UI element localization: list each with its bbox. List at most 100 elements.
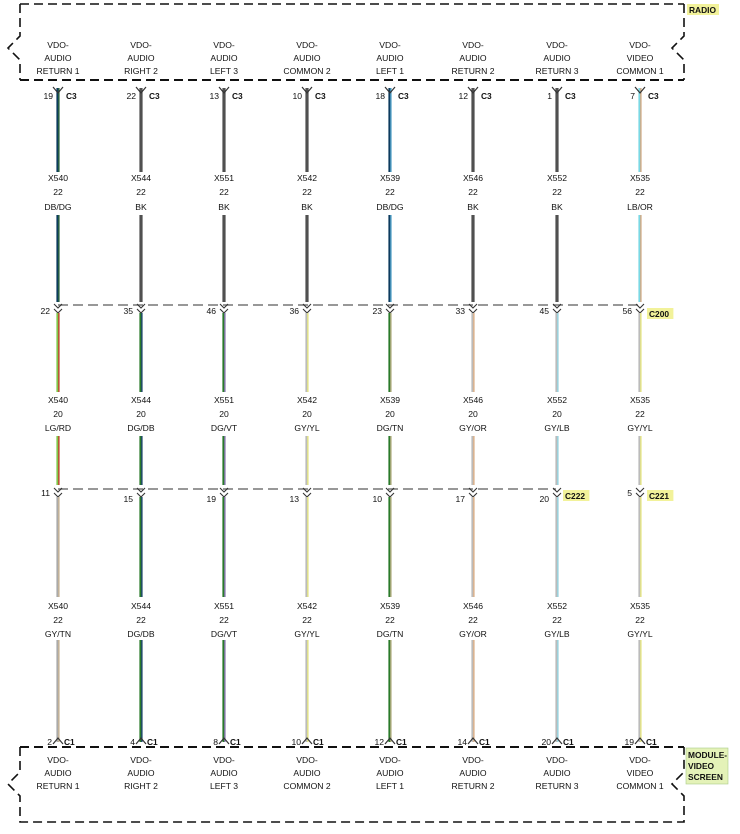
module-pin-label-8-1: VDO- [629, 755, 651, 765]
radio-pin-label-4-1: VDO- [296, 40, 318, 50]
wire-4-seg3-circuit: X542 [297, 601, 317, 611]
wire-8-c200-pin: 56 [622, 306, 632, 316]
wire-3-seg3-gauge: 22 [219, 615, 229, 625]
wire-5-c200-pin: 23 [372, 306, 382, 316]
module-tag-line-3: SCREEN [688, 772, 723, 782]
wire-6-bottom-terminal [467, 737, 479, 745]
module-tag-line-1: MODULE- [688, 750, 727, 760]
wire-2-seg1-gauge: 22 [136, 187, 146, 197]
wire-4-seg3-gauge: 22 [302, 615, 312, 625]
wire-1-seg1-gauge: 22 [53, 187, 63, 197]
radio-pin-label-4-2: AUDIO [293, 53, 321, 63]
radio-pin-label-8-1: VDO- [629, 40, 651, 50]
wire-4-seg2-gauge: 20 [302, 409, 312, 419]
module-pin-label-1-3: RETURN 1 [37, 781, 80, 791]
module-pin-label-5-1: VDO- [379, 755, 401, 765]
wire-7-c200-pin: 45 [539, 306, 549, 316]
wire-3-bottom-terminal [218, 737, 230, 745]
wire-6-top-terminal [467, 86, 479, 94]
wire-4-bottom-connector: C1 [313, 737, 324, 747]
wire-5-seg3-circuit: X539 [380, 601, 400, 611]
wire-7-seg1-color: BK [551, 202, 563, 212]
radio-pin-label-3-2: AUDIO [210, 53, 238, 63]
wire-6-seg1-circuit: X546 [463, 173, 483, 183]
wire-6-seg2-gauge: 20 [468, 409, 478, 419]
wire-1-bottom-connector: C1 [64, 737, 75, 747]
module-tag-bg [685, 747, 729, 785]
module-pin-label-8-3: COMMON 1 [616, 781, 663, 791]
wire-6-seg2-color: GY/OR [459, 423, 487, 433]
wire-5-seg2-circuit: X539 [380, 395, 400, 405]
wire-4-seg1-circuit: X542 [297, 173, 317, 183]
wire-1-seg3-gauge: 22 [53, 615, 63, 625]
wire-4-c200-pin: 36 [289, 306, 299, 316]
wire-3-bottom-connector: C1 [230, 737, 241, 747]
radio-tag-bg [687, 4, 719, 15]
radio-pin-label-5-2: AUDIO [376, 53, 404, 63]
wire-6-seg3-circuit: X546 [463, 601, 483, 611]
radio-pin-label-2-1: VDO- [130, 40, 152, 50]
wire-7-seg1-gauge: 22 [552, 187, 562, 197]
wire-7-bottom-pin: 20 [541, 737, 551, 747]
radio-pin-label-6-3: RETURN 2 [452, 66, 495, 76]
wire-4-seg2-color: GY/YL [294, 423, 320, 433]
wire-3-c222-pin: 19 [206, 494, 216, 504]
radio-pin-label-1-1: VDO- [47, 40, 69, 50]
module-pin-label-4-2: AUDIO [293, 768, 321, 778]
wire-7-seg3-color: GY/LB [544, 629, 570, 639]
wire-1-c222-pin: 11 [41, 488, 50, 498]
wire-8-seg2-circuit: X535 [630, 395, 650, 405]
module-pin-label-6-1: VDO- [462, 755, 484, 765]
radio-pin-label-7-1: VDO- [546, 40, 568, 50]
wire-2-bottom-connector: C1 [147, 737, 158, 747]
wire-6-c222-terminal [468, 487, 478, 498]
module-pin-label-5-2: AUDIO [376, 768, 404, 778]
radio-pin-label-2-2: AUDIO [127, 53, 155, 63]
module-pin-label-1-2: AUDIO [44, 768, 72, 778]
wire-5-bottom-connector: C1 [396, 737, 407, 747]
module-pin-label-6-3: RETURN 2 [452, 781, 495, 791]
wire-6-bottom-connector: C1 [479, 737, 490, 747]
wire-5-top-pin: 18 [375, 91, 385, 101]
wire-1-top-terminal [52, 86, 64, 94]
wire-5-seg2-gauge: 20 [385, 409, 395, 419]
wire-4-bottom-terminal [301, 737, 313, 745]
wire-1-seg1-color: DB/DG [44, 202, 72, 212]
module-pin-label-5-3: LEFT 1 [376, 781, 404, 791]
wire-3-top-pin: 13 [209, 91, 219, 101]
module-pin-label-2-3: RIGHT 2 [124, 781, 158, 791]
wire-8-seg2-color: GY/YL [627, 423, 653, 433]
wire-7-c222-terminal [552, 487, 562, 498]
wire-1-seg2-circuit: X540 [48, 395, 68, 405]
wire-2-seg3-gauge: 22 [136, 615, 146, 625]
radio-pin-label-7-3: RETURN 3 [536, 66, 579, 76]
wire-4-seg2-circuit: X542 [297, 395, 317, 405]
wire-8-c221-terminal [635, 487, 645, 498]
radio-pin-label-5-1: VDO- [379, 40, 401, 50]
wire-8-bottom-connector: C1 [646, 737, 657, 747]
module-component: MODULE- VIDEO SCREEN [6, 746, 729, 823]
wire-1-seg1-circuit: X540 [48, 173, 68, 183]
radio-pin-label-6-2: AUDIO [459, 53, 487, 63]
wire-8-seg1-color: LB/OR [627, 202, 653, 212]
wire-7-seg3-gauge: 22 [552, 615, 562, 625]
wire-2-seg3-color: DG/DB [127, 629, 154, 639]
wire-2-c222-pin: 15 [123, 494, 133, 504]
wire-1-top-pin: 19 [43, 91, 53, 101]
wire-3-seg2-color: DG/VT [211, 423, 238, 433]
wire-4-top-connector: C3 [315, 91, 326, 101]
wire-1-seg2-color: LG/RD [45, 423, 71, 433]
wire-2-top-terminal [135, 86, 147, 94]
radio-outline [6, 3, 685, 80]
wire-4-top-pin: 10 [292, 91, 302, 101]
wire-1-seg3-circuit: X540 [48, 601, 68, 611]
wire-6-bottom-pin: 14 [457, 737, 467, 747]
wire-8-seg2-gauge: 22 [635, 409, 645, 419]
module-pin-label-7-3: RETURN 3 [536, 781, 579, 791]
wire-3-c200-pin: 46 [206, 306, 216, 316]
wire-4-top-terminal [301, 86, 313, 94]
wire-5-seg3-color: DG/TN [377, 629, 404, 639]
wire-7-bottom-terminal [551, 737, 563, 745]
wire-3-seg2-gauge: 20 [219, 409, 229, 419]
